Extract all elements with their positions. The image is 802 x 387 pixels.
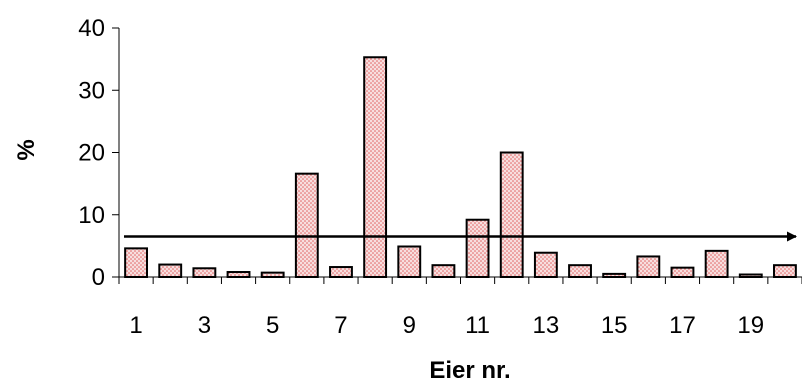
- bar-12: [499, 151, 524, 278]
- x-tick-label: 11: [465, 312, 490, 339]
- bar-11: [465, 218, 490, 278]
- bar-7: [329, 266, 353, 279]
- y-tick-label: 10: [78, 202, 105, 229]
- x-tick-label: 17: [669, 312, 696, 339]
- bar-16: [636, 255, 661, 278]
- bar-4: [226, 271, 251, 278]
- y-tick-label: 40: [78, 15, 105, 42]
- y-tick-label: 30: [78, 77, 105, 104]
- bar-1: [124, 247, 149, 279]
- x-axis-title: Eier nr.: [429, 357, 510, 384]
- bar-2: [158, 263, 183, 278]
- y-tick-label: 20: [78, 140, 105, 167]
- x-tick-label: 3: [198, 312, 211, 339]
- bar-17: [670, 266, 695, 279]
- bar-14: [568, 264, 592, 278]
- bar-5: [260, 271, 285, 278]
- bar-20: [772, 264, 797, 278]
- bar-10: [431, 264, 456, 278]
- x-tick-label: 1: [129, 312, 142, 339]
- bar-18: [704, 249, 729, 278]
- x-tick-label: 5: [266, 312, 279, 339]
- x-tick-label: 15: [601, 312, 628, 339]
- x-tick-label: 13: [533, 312, 560, 339]
- x-tick-label: 7: [334, 312, 347, 339]
- y-axis-title: %: [13, 139, 40, 160]
- bar-8: [363, 56, 388, 278]
- bar-13: [533, 251, 558, 279]
- bars-group: [124, 56, 797, 279]
- x-tick-label: 9: [403, 312, 416, 339]
- bar-9: [397, 245, 422, 278]
- bar-6: [294, 172, 319, 278]
- bar-3: [192, 267, 217, 279]
- x-tick-label: 19: [737, 312, 764, 339]
- y-tick-label: 0: [92, 264, 105, 291]
